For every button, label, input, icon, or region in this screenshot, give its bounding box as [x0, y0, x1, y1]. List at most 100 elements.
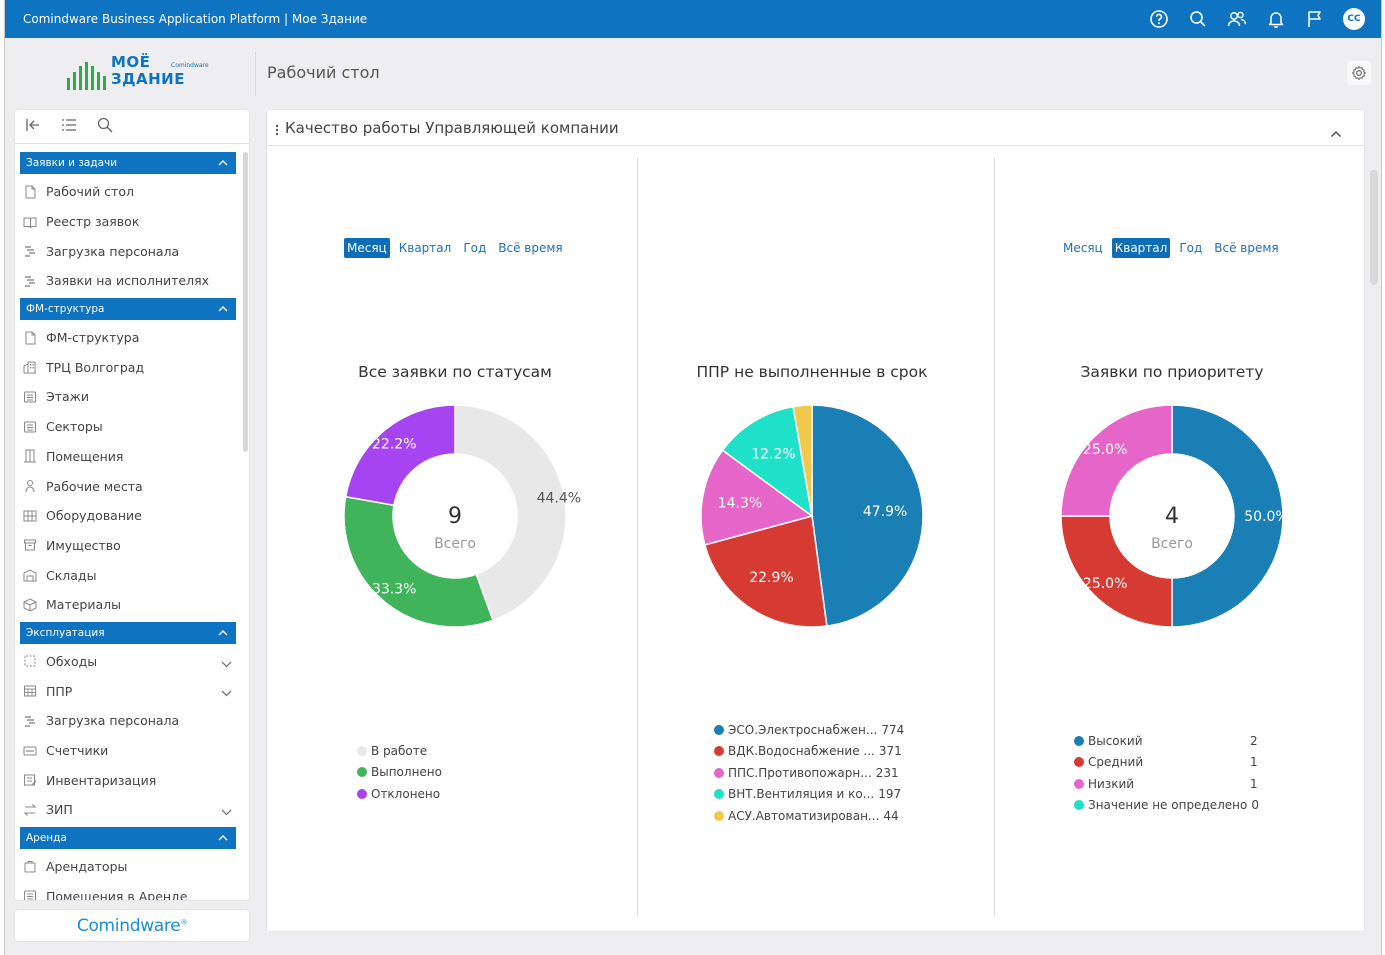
pie-slice[interactable] — [1171, 404, 1284, 628]
brand-footer[interactable]: Comindware® — [15, 910, 249, 941]
pie-slice[interactable] — [703, 515, 828, 628]
sidebar-item[interactable]: Арендаторы — [20, 852, 236, 882]
legend-dot — [714, 746, 724, 757]
legend-item[interactable]: Значение не определено 0 — [1074, 795, 1259, 817]
sidebar-item[interactable]: Обходы — [20, 647, 236, 677]
legend-value: 371 — [878, 744, 902, 759]
user-avatar[interactable]: CC — [1343, 8, 1365, 30]
brand-logo: Comindware® — [77, 916, 188, 936]
main-scrollbar-thumb[interactable] — [1370, 170, 1378, 285]
pie-slice[interactable] — [1060, 404, 1173, 517]
legend-label: Средний — [1088, 755, 1144, 770]
sidebar-item-label: Помещения в Аренде — [46, 888, 188, 900]
settings-button[interactable] — [1347, 61, 1371, 85]
pie-slice[interactable] — [454, 404, 567, 622]
period-tab[interactable]: Квартал — [398, 241, 452, 255]
period-tab[interactable]: Квартал — [1111, 238, 1171, 258]
sidebar-item[interactable]: Рабочие места — [20, 471, 236, 501]
legend-item[interactable]: Средний 1 — [1074, 752, 1259, 774]
pie-slice[interactable] — [700, 449, 814, 546]
slice-label: 12.2% — [751, 447, 795, 463]
slice-label: 22.9% — [749, 570, 793, 586]
counter-icon — [23, 744, 37, 758]
column-divider — [637, 158, 638, 916]
sidebar-item[interactable]: Склады — [20, 560, 236, 590]
sidebar-item[interactable]: Помещения — [20, 442, 236, 472]
sidebar-group-header[interactable]: Заявки и задачи — [20, 152, 236, 174]
collapse-sidebar-icon[interactable] — [25, 117, 41, 136]
sidebar-item[interactable]: Материалы — [20, 590, 236, 620]
pie-slice[interactable] — [1060, 515, 1173, 628]
logo-bars-icon — [67, 62, 106, 90]
legend-item[interactable]: Отклонено — [357, 783, 442, 805]
sidebar-item-label: Секторы — [46, 419, 103, 435]
period-tab[interactable]: Месяц — [1063, 241, 1103, 255]
sidebar-group-header[interactable]: Аренда — [20, 826, 236, 849]
list-view-icon[interactable] — [61, 117, 77, 136]
sidebar-item[interactable]: Секторы — [20, 412, 236, 442]
sidebar-item[interactable]: Загрузка персонала — [20, 706, 236, 736]
legend-item[interactable]: ВДК.Водоснабжение ... 371 — [714, 741, 904, 763]
chevron-down-icon[interactable] — [221, 656, 232, 671]
pie-slice[interactable] — [343, 495, 494, 628]
legend-item[interactable]: АСУ.Автоматизирован... 44 — [714, 805, 904, 827]
legend-item[interactable]: В работе — [357, 740, 442, 762]
legend-item[interactable]: ВНТ.Вентиляция и ко... 197 — [714, 784, 904, 806]
bell-icon[interactable] — [1265, 8, 1287, 30]
sidebar-group-header[interactable]: Эксплуатация — [20, 621, 236, 644]
logo-line1: МОЁ — [111, 53, 151, 71]
chevron-up-icon[interactable] — [1330, 123, 1342, 142]
sidebar-search-icon[interactable] — [97, 117, 113, 137]
sidebar-group-label: Аренда — [26, 831, 67, 844]
sidebar-item[interactable]: Помещения в Аренде — [20, 881, 236, 900]
sidebar-item[interactable]: ППР — [20, 676, 236, 706]
pie-slice[interactable] — [344, 404, 456, 507]
pie-slice[interactable] — [811, 404, 924, 627]
sidebar-item[interactable]: ТРЦ Волгоград — [20, 352, 236, 382]
period-tab[interactable]: Всё время — [498, 241, 563, 255]
legend-item[interactable]: ЭСО.Электроснабжен... 774 — [714, 719, 904, 741]
period-tab[interactable]: Всё время — [1214, 241, 1279, 255]
company-logo[interactable]: МОЁ ЗДАНИЕ Comindware — [67, 54, 209, 94]
sidebar-item[interactable]: Счетчики — [20, 736, 236, 766]
period-tab[interactable]: Год — [463, 241, 487, 255]
panel-title: Качество работы Управляющей компании — [285, 119, 619, 137]
sidebar-item[interactable]: Этажи — [20, 382, 236, 412]
drag-handle-icon[interactable] — [275, 121, 279, 140]
sidebar-item[interactable]: Имущество — [20, 531, 236, 561]
pie-slice[interactable] — [792, 404, 813, 517]
door-icon — [23, 449, 37, 463]
search-icon[interactable] — [1187, 8, 1209, 30]
sidebar-group-header[interactable]: ФМ-структура — [20, 297, 236, 320]
period-tab[interactable]: Год — [1179, 241, 1203, 255]
sidebar-item[interactable]: Загрузка персонала — [20, 236, 236, 266]
sidebar-item[interactable]: Заявки на исполнителях — [20, 266, 236, 296]
pie-slice[interactable] — [721, 405, 814, 518]
top-bar-actions: CC — [1148, 8, 1365, 30]
legend-item[interactable]: Выполнено — [357, 762, 442, 784]
sidebar-item[interactable]: Рабочий стол — [20, 177, 236, 207]
sidebar-item[interactable]: ФМ-структура — [20, 323, 236, 353]
sidebar-item-label: ППР — [46, 683, 73, 699]
users-icon[interactable] — [1226, 8, 1248, 30]
sidebar-item[interactable]: Реестр заявок — [20, 207, 236, 237]
legend-item[interactable]: Низкий 1 — [1074, 773, 1259, 795]
legend-item[interactable]: ППС.Противопожарн... 231 — [714, 762, 904, 784]
help-icon[interactable] — [1148, 8, 1170, 30]
sidebar-item-label: ЗИП — [46, 802, 73, 818]
sidebar-item[interactable]: Инвентаризация — [20, 765, 236, 795]
logo-text: МОЁ ЗДАНИЕ — [111, 54, 185, 88]
sidebar-item[interactable]: Оборудование — [20, 501, 236, 531]
legend-item[interactable]: Высокий 2 — [1074, 730, 1259, 752]
chevron-down-icon[interactable] — [221, 804, 232, 819]
period-tab[interactable]: Месяц — [344, 238, 390, 258]
chevron-down-icon[interactable] — [221, 685, 232, 700]
chart-title: ППР не выполненные в срок — [696, 363, 928, 381]
pie-chart: 50.0% 25.0% 25.0% 4 Всего — [1060, 404, 1289, 628]
sidebar-scrollbar[interactable] — [242, 146, 249, 900]
legend-value: 1 — [1250, 755, 1258, 770]
document-icon — [23, 331, 37, 345]
sidebar-scroll-thumb[interactable] — [243, 152, 248, 452]
sidebar-item[interactable]: ЗИП — [20, 795, 236, 825]
flag-icon[interactable] — [1304, 8, 1326, 30]
